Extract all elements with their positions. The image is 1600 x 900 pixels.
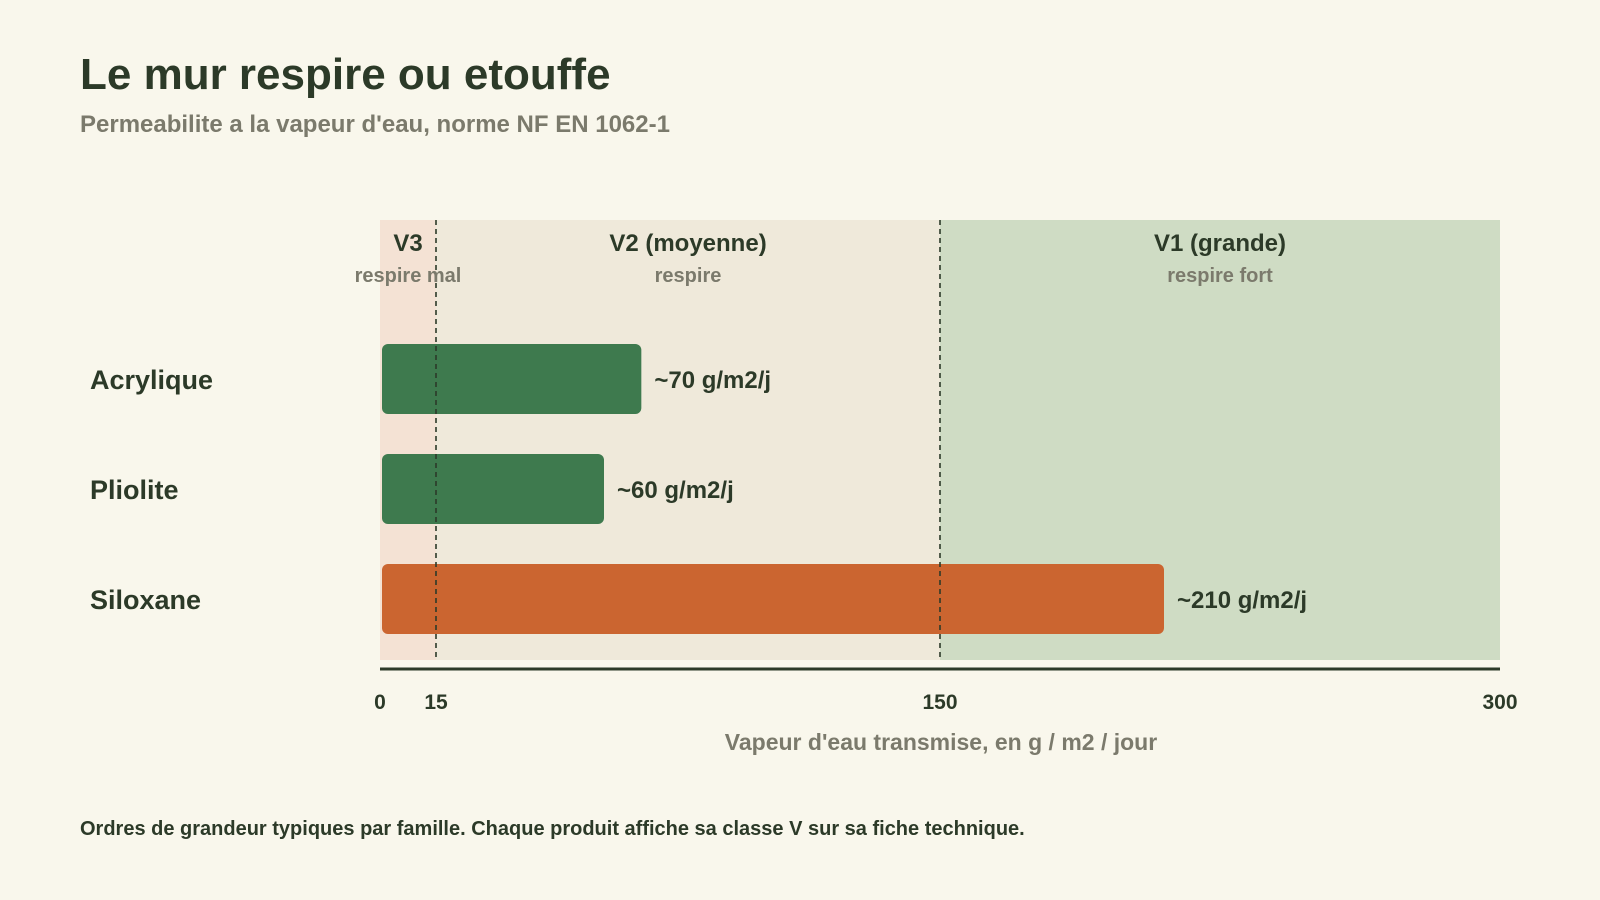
zones-group — [380, 220, 1500, 660]
x-tick-label-2: 150 — [922, 691, 957, 714]
value-label-2: ~210 g/m2/j — [1177, 587, 1307, 614]
bars-group: Acrylique ~70 g/m2/j Pliolite ~60 g/m2/j Sil… — [90, 344, 1307, 634]
category-label-1: Pliolite — [90, 475, 179, 505]
x-tick-label-0: 0 — [374, 691, 386, 714]
chart-subtitle: Permeabilite a la vapeur d'eau, norme NF… — [80, 111, 670, 138]
zone-labels-group: V3 respire mal V2 (moyenne) respire V1 (gran… — [355, 230, 1286, 287]
zone-label-0: V3 — [393, 230, 422, 257]
value-label-0: ~70 g/m2/j — [654, 367, 771, 394]
footnote: Ordres de grandeur typiques par famille.… — [80, 818, 1025, 840]
bar-1 — [382, 454, 604, 524]
bar-2 — [382, 564, 1164, 634]
value-label-1: ~60 g/m2/j — [617, 477, 734, 504]
bar-0 — [382, 344, 642, 414]
zone-sublabel-1: respire — [655, 265, 722, 287]
zone-sublabel-0: respire mal — [355, 265, 462, 287]
x-axis: 0 15 150 300 — [374, 667, 1518, 714]
chart-title: Le mur respire ou etouffe — [80, 50, 611, 99]
threshold-lines-group — [435, 220, 941, 660]
category-label-0: Acrylique — [90, 365, 213, 395]
x-axis-title: Vapeur d'eau transmise, en g / m2 / jour — [725, 729, 1157, 755]
x-tick-label-1: 15 — [424, 691, 448, 714]
x-tick-label-3: 300 — [1482, 691, 1517, 714]
zone-sublabel-2: respire fort — [1167, 265, 1273, 287]
category-label-2: Siloxane — [90, 585, 201, 615]
zone-label-1: V2 (moyenne) — [609, 230, 766, 257]
zone-label-2: V1 (grande) — [1154, 230, 1286, 257]
